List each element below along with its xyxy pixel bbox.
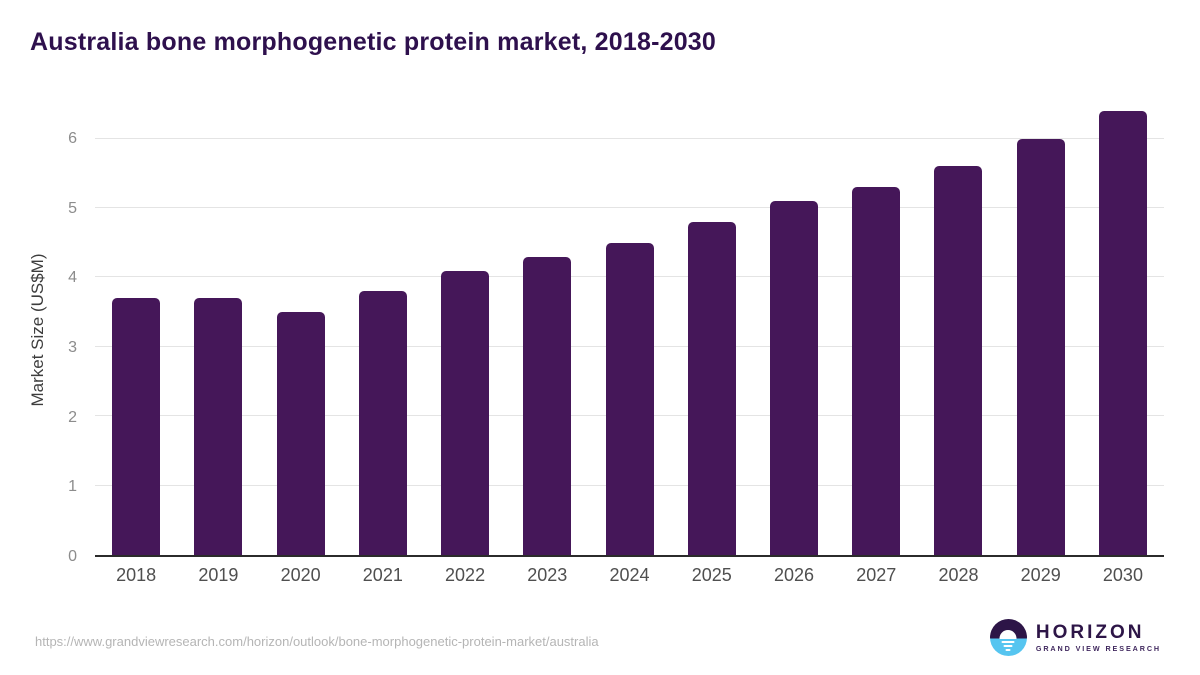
x-tick-2018: 2018: [116, 565, 157, 585]
bar-column-2026: [753, 104, 835, 555]
logo-sun-shape: [999, 630, 1017, 639]
bar-2026: [769, 201, 818, 555]
x-axis-labels: 2018 2019 2020 2021 2022 2023 2024 2025 2026 2027…: [95, 565, 1164, 586]
gridline-6: [95, 137, 1164, 139]
bar-2019: [194, 298, 243, 555]
y-tick-6: 6: [68, 129, 77, 147]
horizon-logo: HORIZON GRAND VIEW RESEARCH: [989, 619, 1161, 656]
x-tick-2030: 2030: [1102, 565, 1143, 585]
logo-reflection-line: [1001, 640, 1015, 643]
y-tick-3: 3: [68, 338, 77, 356]
bar-2021: [358, 291, 407, 555]
bar-column-2029: [1000, 104, 1082, 555]
y-tick-2: 2: [68, 408, 77, 426]
bar-column-2027: [835, 104, 917, 555]
bar-column-2024: [588, 104, 670, 555]
bar-column-2030: [1082, 104, 1164, 555]
bar-column-2025: [671, 104, 753, 555]
x-tick-2027: 2027: [856, 565, 897, 585]
y-axis-tick-labels: 0 1 2 3 4 5 6: [0, 104, 77, 565]
bar-2025: [687, 221, 736, 555]
bar-column-2022: [424, 104, 506, 555]
x-tick-2023: 2023: [527, 565, 568, 585]
bar-2024: [605, 242, 654, 555]
logo-subtitle: GRAND VIEW RESEARCH: [1035, 643, 1161, 653]
bar-column-2023: [506, 104, 588, 555]
x-tick-2025: 2025: [691, 565, 732, 585]
chart-title: Australia bone morphogenetic protein mar…: [30, 28, 717, 56]
bar-2020: [276, 312, 325, 555]
bar-2030: [1098, 110, 1147, 555]
x-tick-2026: 2026: [773, 565, 815, 585]
x-tick-2028: 2028: [938, 565, 979, 585]
bar-2028: [934, 166, 983, 555]
bar-column-2019: [177, 104, 259, 555]
y-tick-1: 1: [68, 478, 77, 496]
x-tick-2019: 2019: [198, 565, 239, 585]
x-tick-2029: 2029: [1020, 565, 1061, 585]
y-tick-4: 4: [68, 269, 77, 287]
plot-area: [95, 104, 1164, 557]
x-tick-2020: 2020: [280, 565, 321, 585]
bar-column-2018: [95, 104, 177, 555]
logo-name: HORIZON: [1035, 621, 1145, 643]
logo-reflection-line: [1003, 644, 1013, 647]
logo-text: HORIZON GRAND VIEW RESEARCH: [1036, 623, 1161, 652]
gridline-5: [95, 207, 1164, 209]
bar-column-2028: [917, 104, 999, 555]
bar-2018: [112, 298, 161, 555]
bar-2027: [852, 187, 901, 555]
logo-reflection-line: [1005, 648, 1011, 651]
y-tick-0: 0: [68, 548, 77, 565]
x-tick-2021: 2021: [362, 565, 403, 585]
x-tick-2022: 2022: [445, 565, 486, 585]
y-tick-5: 5: [68, 199, 77, 217]
x-tick-2024: 2024: [609, 565, 650, 585]
bar-column-2021: [342, 104, 424, 555]
bar-2029: [1016, 138, 1065, 555]
source-url: https://www.grandviewresearch.com/horizo…: [35, 634, 599, 649]
bar-2023: [523, 256, 572, 555]
bar-column-2020: [259, 104, 341, 555]
bar-2022: [441, 270, 490, 555]
bars: [95, 104, 1164, 555]
horizon-logo-icon: [989, 619, 1027, 656]
